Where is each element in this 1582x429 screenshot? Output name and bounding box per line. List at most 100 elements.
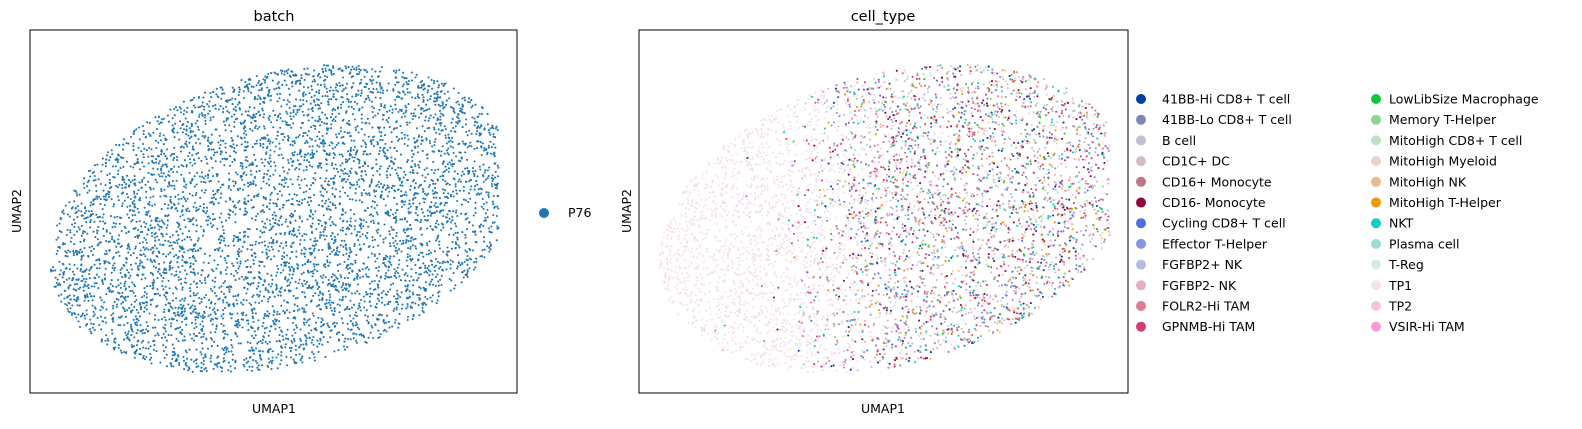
batch-point (391, 325, 394, 328)
batch-point (270, 191, 273, 194)
batch-point (318, 115, 321, 118)
batch-point (170, 244, 173, 247)
batch-point (286, 134, 290, 138)
batch-point (455, 267, 459, 270)
batch-point (182, 123, 185, 126)
batch-point (365, 309, 368, 312)
batch-point (126, 295, 130, 298)
batch-point (354, 126, 357, 129)
batch-point (119, 282, 122, 285)
batch-point (312, 249, 315, 252)
batch-point (265, 182, 268, 185)
batch-point (396, 174, 399, 177)
batch-point (149, 134, 152, 138)
batch-point (112, 312, 115, 315)
batch-point (113, 300, 116, 304)
batch-point (101, 216, 104, 219)
batch-point (128, 307, 131, 310)
batch-point (447, 153, 450, 156)
batch-point (275, 137, 278, 140)
batch-point (457, 244, 460, 247)
batch-point (85, 293, 88, 296)
batch-point (160, 318, 163, 321)
batch-point (379, 234, 382, 237)
batch-point (406, 123, 409, 126)
batch-point (371, 236, 374, 239)
batch-point (141, 332, 144, 335)
batch-point (360, 333, 363, 336)
batch-point (380, 131, 383, 134)
batch-point (195, 191, 198, 195)
batch-point (321, 276, 324, 279)
batch-point (295, 81, 298, 84)
batch-point (263, 314, 266, 317)
batch-point (411, 171, 414, 174)
batch-point (299, 98, 302, 101)
batch-point (175, 297, 178, 300)
batch-point (255, 142, 258, 145)
batch-point (193, 175, 196, 178)
batch-point (103, 198, 106, 201)
batch-point (219, 234, 223, 237)
batch-point (239, 164, 242, 167)
batch-point (228, 290, 231, 293)
batch-point (418, 285, 421, 289)
batch-point (394, 107, 398, 110)
batch-point (266, 310, 269, 313)
batch-point (167, 170, 170, 173)
batch-point (224, 219, 228, 222)
batch-point (476, 175, 479, 178)
batch-point (220, 221, 223, 224)
batch-point (372, 138, 375, 141)
batch-point (400, 116, 403, 119)
batch-point (182, 256, 185, 259)
batch-point (83, 206, 87, 209)
batch-point (312, 193, 316, 196)
batch-point (434, 202, 437, 205)
batch-point (296, 305, 299, 308)
batch-point (132, 132, 136, 135)
batch-point (266, 86, 269, 89)
batch-point (237, 293, 240, 296)
batch-point (270, 242, 273, 245)
batch-point (160, 226, 163, 229)
batch-point (164, 137, 167, 140)
batch-point (313, 78, 316, 81)
batch-point (221, 366, 224, 370)
batch-point (54, 285, 57, 288)
batch-point (437, 280, 440, 283)
batch-point (371, 75, 374, 78)
batch-point (125, 337, 129, 340)
batch-point (176, 257, 179, 260)
batch-point (151, 298, 154, 301)
batch-point (109, 282, 112, 286)
batch-point (199, 196, 202, 199)
batch-point (349, 181, 352, 184)
batch-point (470, 185, 473, 188)
batch-point (466, 167, 469, 170)
batch-point (222, 239, 226, 242)
batch-point (354, 292, 357, 295)
batch-point (133, 300, 136, 303)
batch-point (445, 253, 448, 256)
batch-point (174, 286, 177, 289)
batch-point (269, 285, 272, 288)
batch-point (392, 69, 395, 72)
batch-point (132, 166, 135, 169)
batch-point (123, 338, 126, 341)
batch-point (490, 231, 493, 234)
batch-point (303, 308, 306, 311)
batch-point (188, 137, 191, 140)
batch-point (171, 234, 174, 237)
batch-point (387, 116, 390, 119)
batch-point (472, 214, 475, 217)
batch-point (220, 212, 223, 215)
batch-point (102, 220, 105, 223)
batch-point (377, 222, 380, 225)
batch-point (418, 298, 421, 301)
batch-point (457, 180, 460, 183)
batch-point (436, 178, 439, 181)
batch-point (447, 192, 450, 195)
batch-point (319, 219, 322, 223)
batch-point (295, 326, 298, 329)
